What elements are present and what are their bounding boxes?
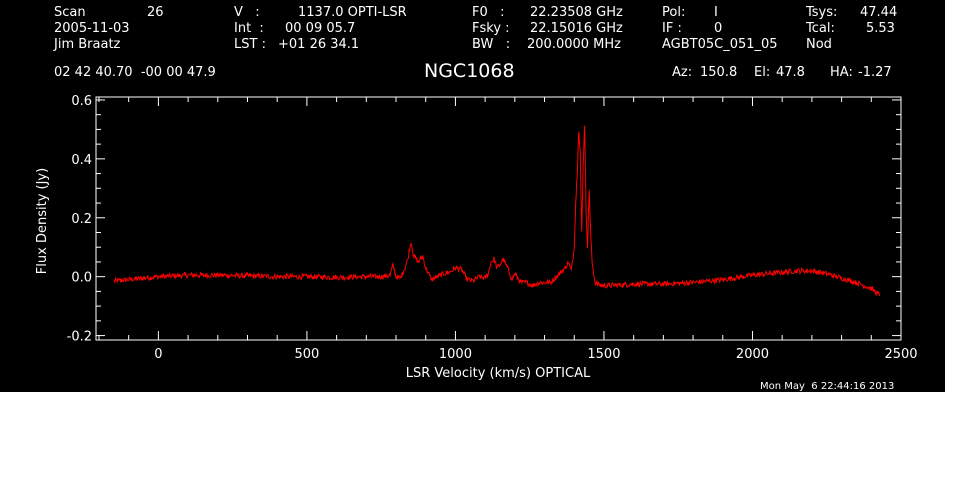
ha-label: HA: xyxy=(830,65,853,80)
observer-value: Jim Braatz xyxy=(54,37,121,52)
tsys-value: 47.44 xyxy=(860,5,898,20)
x-tick-label: 0 xyxy=(154,347,162,362)
bw-label: BW : xyxy=(472,37,511,52)
mode-value: Nod xyxy=(806,37,832,52)
project-value: AGBT05C_051_05 xyxy=(662,37,778,52)
object-title: NGC1068 xyxy=(424,60,515,82)
axis-tick-labels: 0 500 1000 1500 2000 2500 -0.2 0.0 0.2 0.4 0.6 xyxy=(67,94,918,362)
plot-background xyxy=(0,0,945,392)
spectrum-line xyxy=(113,125,881,297)
timestamp: Mon May 6 22:44:16 2013 xyxy=(760,381,895,392)
lst-label: LST : xyxy=(234,37,266,52)
spectrum-chart: 0 500 1000 1500 2000 2500 -0.2 0.0 0.2 0.4 0.6 LSR… xyxy=(35,94,918,381)
y-tick-label: 0.0 xyxy=(71,271,92,286)
y-tick-label: 0.2 xyxy=(71,212,92,227)
if-value: 0 xyxy=(714,21,723,36)
scan-value: 26 xyxy=(147,5,164,20)
x-tick-label: 1500 xyxy=(587,347,620,362)
f0-label: F0 : xyxy=(472,5,505,20)
plot-frame xyxy=(95,96,902,341)
x-tick-label: 1000 xyxy=(439,347,472,362)
az-label: Az: xyxy=(672,65,693,80)
x-tick-label: 2000 xyxy=(736,347,769,362)
y-axis-label: Flux Density (Jy) xyxy=(35,168,50,274)
int-label: Int : xyxy=(234,21,264,36)
tsys-label: Tsys: xyxy=(806,5,838,20)
axis-ticks xyxy=(96,97,902,340)
date-value: 2005-11-03 xyxy=(54,21,130,36)
fsky-value: 22.15016 GHz xyxy=(530,21,623,36)
bw-value: 200.0000 MHz xyxy=(527,37,621,52)
lst-value: +01 26 34.1 xyxy=(278,37,360,52)
pol-label: Pol: xyxy=(662,5,686,20)
x-tick-label: 500 xyxy=(294,347,319,362)
x-axis-label: LSR Velocity (km/s) OPTICAL xyxy=(406,366,591,381)
if-label: IF : xyxy=(662,21,682,36)
y-tick-label: 0.6 xyxy=(71,94,92,109)
velocity-label: V : xyxy=(234,5,260,20)
int-value: 00 09 05.7 xyxy=(285,21,356,36)
scan-label: Scan xyxy=(54,5,86,20)
el-label: El: xyxy=(754,65,771,80)
y-tick-label: -0.2 xyxy=(67,330,92,345)
f0-value: 22.23508 GHz xyxy=(530,5,623,20)
y-tick-label: 0.4 xyxy=(71,153,92,168)
coordinates-value: 02 42 40.70 -00 00 47.9 xyxy=(54,65,216,80)
fsky-label: Fsky : xyxy=(472,21,510,36)
ha-value: -1.27 xyxy=(858,65,892,80)
velocity-value: 1137.0 OPTI-LSR xyxy=(298,5,407,20)
tcal-value: 5.53 xyxy=(866,21,895,36)
tcal-label: Tcal: xyxy=(806,21,835,36)
x-tick-label: 2500 xyxy=(884,347,917,362)
pol-value: I xyxy=(714,5,718,20)
az-value: 150.8 xyxy=(700,65,738,80)
el-value: 47.8 xyxy=(776,65,805,80)
